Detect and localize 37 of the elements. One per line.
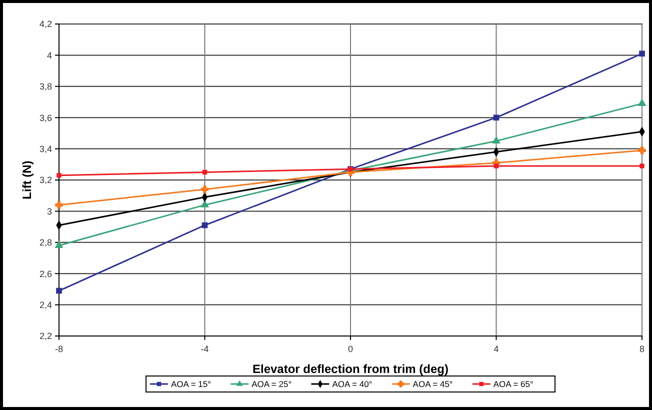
point xyxy=(494,164,499,168)
point xyxy=(56,288,62,294)
y-tick-label: 3,6 xyxy=(39,112,52,123)
x-tick-label: -4 xyxy=(200,344,209,354)
point xyxy=(492,136,500,144)
y-tick-label: 4,2 xyxy=(39,19,52,30)
y-tick-label: 4 xyxy=(46,50,52,60)
legend-label: AOA = 45° xyxy=(412,378,453,389)
y-tick-label: 2,4 xyxy=(39,300,52,310)
x-tick-label: 4 xyxy=(494,344,499,354)
legend-label: AOA = 25° xyxy=(252,378,292,389)
point xyxy=(200,186,209,194)
point xyxy=(56,172,62,178)
y-tick-label: 3 xyxy=(46,206,52,216)
point xyxy=(55,201,63,209)
x-tick-label: 8 xyxy=(639,344,645,354)
legend-label: AOA = 40° xyxy=(332,378,372,389)
y-tick-label: 3,8 xyxy=(39,82,52,92)
y-tick-label: 3,4 xyxy=(39,144,52,154)
legend-label: AOA = 65° xyxy=(493,378,534,389)
point xyxy=(639,50,645,57)
point xyxy=(638,98,646,106)
x-tick-label: 0 xyxy=(348,344,354,354)
y-tick-label: 2,8 xyxy=(39,238,52,248)
x-tick-label: -8 xyxy=(54,344,64,354)
y-tick-label: 2,2 xyxy=(39,331,52,342)
legend-label: AOA = 15° xyxy=(171,378,212,389)
y-tick-label: 2,6 xyxy=(39,268,52,279)
y-tick-label: 3,2 xyxy=(39,175,52,186)
y-axis-title: Lift (N) xyxy=(20,160,34,200)
point xyxy=(202,170,208,175)
point xyxy=(493,114,500,121)
x-axis-title: Elevator deflection from trim (deg) xyxy=(252,362,449,376)
point xyxy=(638,146,646,154)
point xyxy=(640,164,644,168)
point xyxy=(200,200,209,208)
point xyxy=(54,240,64,248)
